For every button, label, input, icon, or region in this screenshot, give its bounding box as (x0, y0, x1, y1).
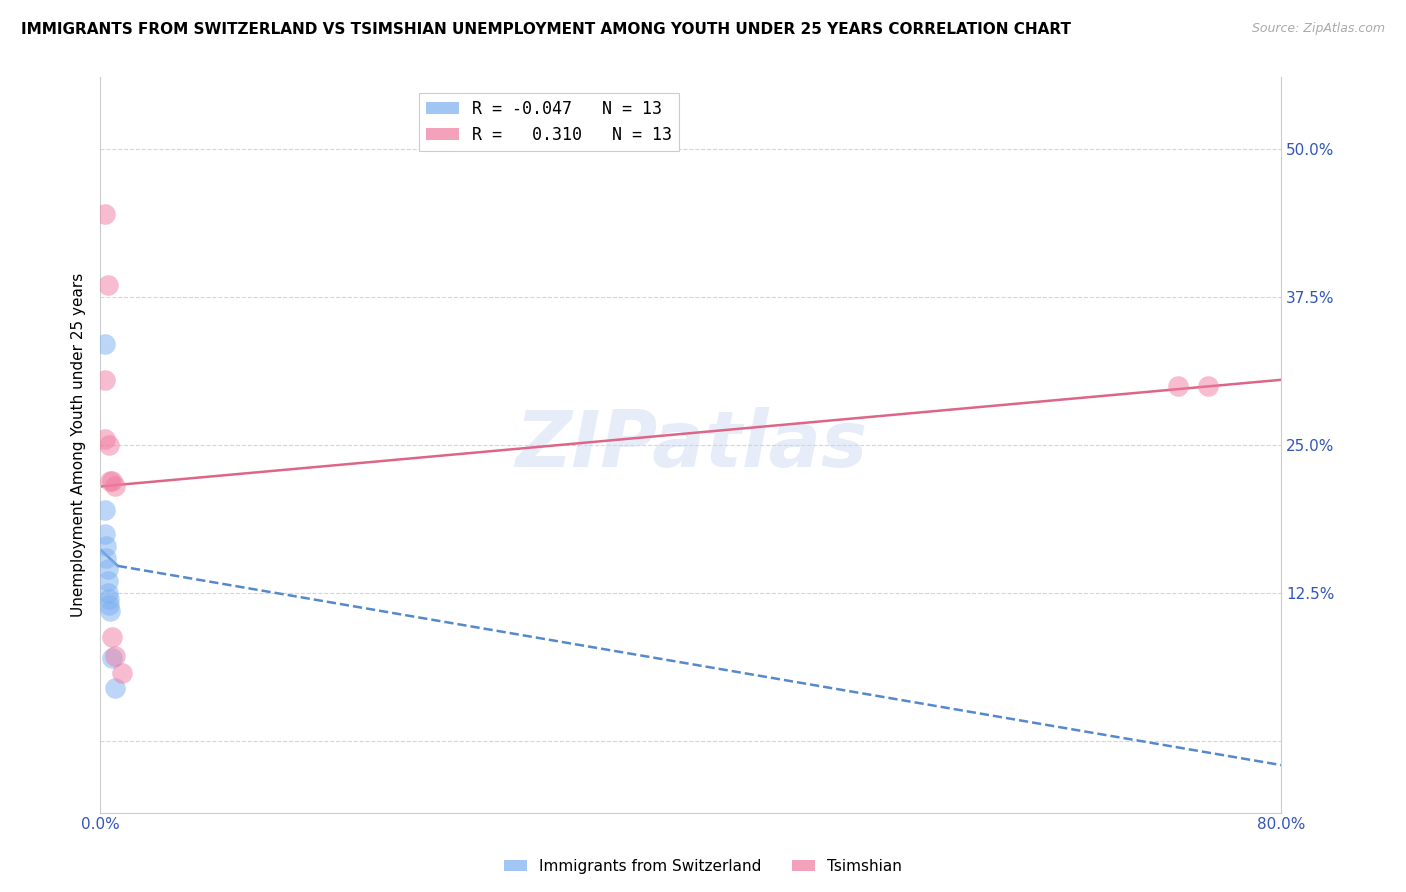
Text: IMMIGRANTS FROM SWITZERLAND VS TSIMSHIAN UNEMPLOYMENT AMONG YOUTH UNDER 25 YEARS: IMMIGRANTS FROM SWITZERLAND VS TSIMSHIAN… (21, 22, 1071, 37)
Point (93, 527, 115, 541)
Point (93, 503, 115, 517)
Point (1197, 378, 1219, 392)
Point (98, 598, 121, 612)
Text: Source: ZipAtlas.com: Source: ZipAtlas.com (1251, 22, 1385, 36)
Point (93, 432, 115, 446)
Point (101, 474, 124, 488)
Point (98, 592, 121, 607)
Legend: Immigrants from Switzerland, Tsimshian: Immigrants from Switzerland, Tsimshian (498, 853, 908, 880)
Point (96, 277, 118, 292)
Point (100, 604, 122, 618)
Legend: R = -0.047   N = 13, R =   0.310   N = 13: R = -0.047 N = 13, R = 0.310 N = 13 (419, 93, 679, 151)
Point (111, 665, 134, 680)
Point (94, 550, 117, 565)
Point (1167, 378, 1189, 392)
Point (104, 681, 127, 695)
Point (98, 438, 121, 452)
Point (100, 474, 122, 488)
Point (96, 586, 118, 600)
Point (101, 630, 124, 644)
Point (104, 648, 127, 663)
Point (96, 574, 118, 589)
Point (101, 651, 124, 665)
Point (104, 479, 127, 493)
Point (93, 373, 115, 387)
Point (96, 562, 118, 576)
Point (93, 337, 115, 351)
Text: ZIPatlas: ZIPatlas (515, 407, 868, 483)
Point (94, 539, 117, 553)
Point (93, 207, 115, 221)
Y-axis label: Unemployment Among Youth under 25 years: Unemployment Among Youth under 25 years (72, 273, 86, 617)
